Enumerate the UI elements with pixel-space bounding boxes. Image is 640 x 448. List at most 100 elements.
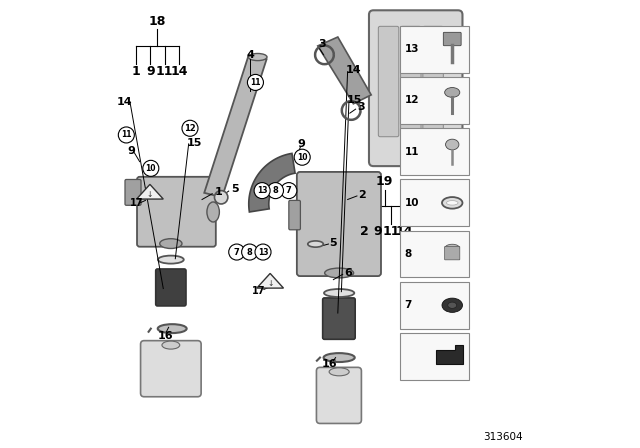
FancyBboxPatch shape xyxy=(423,26,444,137)
Text: 4: 4 xyxy=(246,50,254,60)
Ellipse shape xyxy=(442,298,463,312)
Text: 11: 11 xyxy=(121,130,132,139)
Ellipse shape xyxy=(324,268,354,278)
Text: 5: 5 xyxy=(232,184,239,194)
Text: 8: 8 xyxy=(404,249,412,259)
Polygon shape xyxy=(257,273,284,288)
Circle shape xyxy=(182,120,198,136)
FancyBboxPatch shape xyxy=(289,200,300,230)
Text: 17: 17 xyxy=(252,286,266,296)
Ellipse shape xyxy=(158,256,184,263)
Text: 16: 16 xyxy=(322,359,338,369)
Text: 7: 7 xyxy=(286,186,292,195)
FancyBboxPatch shape xyxy=(400,333,469,380)
FancyBboxPatch shape xyxy=(369,10,463,166)
Text: 12: 12 xyxy=(404,95,419,105)
Text: 16: 16 xyxy=(157,331,173,341)
Text: 11: 11 xyxy=(404,146,419,157)
Text: ↓: ↓ xyxy=(147,190,153,199)
Text: 2: 2 xyxy=(360,225,369,238)
Text: 9: 9 xyxy=(297,139,305,149)
Text: 11: 11 xyxy=(250,78,260,87)
Circle shape xyxy=(281,183,297,198)
Polygon shape xyxy=(136,185,163,199)
Circle shape xyxy=(228,244,244,260)
Circle shape xyxy=(248,74,264,90)
Circle shape xyxy=(242,244,258,260)
FancyBboxPatch shape xyxy=(316,367,362,423)
FancyBboxPatch shape xyxy=(323,298,355,339)
Circle shape xyxy=(268,183,284,198)
FancyBboxPatch shape xyxy=(445,246,460,260)
Text: 10: 10 xyxy=(404,198,419,208)
Text: 2: 2 xyxy=(358,190,366,200)
Polygon shape xyxy=(204,55,267,197)
Polygon shape xyxy=(318,37,371,104)
Text: 7: 7 xyxy=(234,248,239,257)
Ellipse shape xyxy=(207,202,220,222)
FancyBboxPatch shape xyxy=(156,269,186,306)
Text: 14: 14 xyxy=(396,225,413,238)
Ellipse shape xyxy=(442,197,463,209)
Text: 7: 7 xyxy=(404,300,412,310)
Text: 1: 1 xyxy=(132,65,141,78)
Ellipse shape xyxy=(329,368,349,376)
Ellipse shape xyxy=(445,139,459,150)
Circle shape xyxy=(255,244,271,260)
FancyBboxPatch shape xyxy=(378,26,399,137)
Circle shape xyxy=(294,149,310,165)
FancyBboxPatch shape xyxy=(400,128,469,175)
Text: 14: 14 xyxy=(346,65,361,75)
Text: ↓: ↓ xyxy=(267,279,273,288)
Text: 1: 1 xyxy=(214,187,222,197)
Text: 10: 10 xyxy=(297,153,307,162)
FancyBboxPatch shape xyxy=(137,177,216,247)
Ellipse shape xyxy=(324,289,355,297)
Text: 8: 8 xyxy=(247,248,253,257)
Text: 3: 3 xyxy=(358,102,365,112)
Polygon shape xyxy=(436,345,463,365)
Text: 19: 19 xyxy=(376,175,393,188)
Ellipse shape xyxy=(160,239,182,249)
Circle shape xyxy=(254,183,270,198)
Text: 6: 6 xyxy=(344,268,352,278)
Ellipse shape xyxy=(445,244,460,251)
FancyBboxPatch shape xyxy=(125,180,141,205)
Text: 313604: 313604 xyxy=(483,432,522,442)
Text: 8: 8 xyxy=(273,186,278,195)
Ellipse shape xyxy=(445,87,460,97)
Ellipse shape xyxy=(248,53,267,60)
Text: 13: 13 xyxy=(258,248,268,257)
Ellipse shape xyxy=(324,353,355,362)
Text: 17: 17 xyxy=(130,198,143,207)
Ellipse shape xyxy=(308,241,323,247)
Ellipse shape xyxy=(448,302,457,308)
Circle shape xyxy=(143,160,159,177)
Text: 15: 15 xyxy=(186,138,202,148)
Text: 14: 14 xyxy=(116,97,132,107)
Text: 9: 9 xyxy=(146,65,155,78)
Polygon shape xyxy=(249,153,295,212)
Text: 9: 9 xyxy=(128,146,136,155)
FancyBboxPatch shape xyxy=(400,77,469,124)
Text: 15: 15 xyxy=(347,95,362,105)
Text: 10: 10 xyxy=(145,164,156,173)
Text: 5: 5 xyxy=(330,238,337,248)
Ellipse shape xyxy=(157,324,187,333)
FancyBboxPatch shape xyxy=(400,282,469,329)
FancyBboxPatch shape xyxy=(444,32,461,46)
FancyBboxPatch shape xyxy=(141,340,201,397)
FancyBboxPatch shape xyxy=(400,231,469,277)
FancyBboxPatch shape xyxy=(297,172,381,276)
Text: 13: 13 xyxy=(404,44,419,54)
Text: 11: 11 xyxy=(156,65,173,78)
Text: 13: 13 xyxy=(257,186,268,195)
Text: 18: 18 xyxy=(149,15,166,28)
Ellipse shape xyxy=(214,190,228,204)
FancyBboxPatch shape xyxy=(400,180,469,226)
Text: 9: 9 xyxy=(374,225,382,238)
Ellipse shape xyxy=(162,341,180,349)
Ellipse shape xyxy=(447,201,458,205)
FancyBboxPatch shape xyxy=(401,26,421,137)
Text: 3: 3 xyxy=(319,39,326,49)
